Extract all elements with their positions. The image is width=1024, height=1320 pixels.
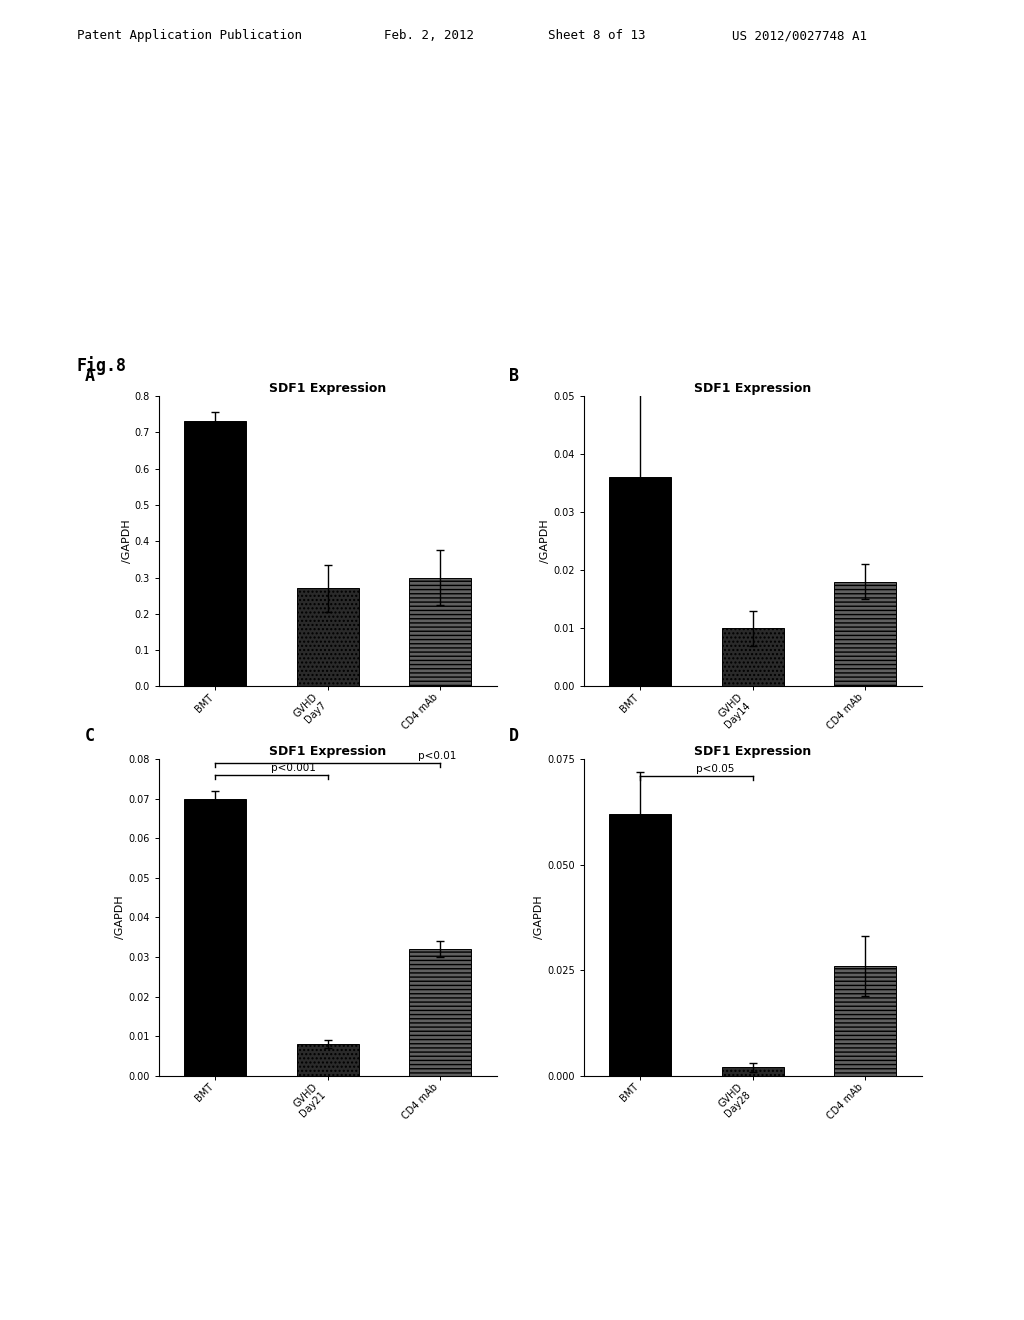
Text: C: C [84, 727, 94, 746]
Text: p<0.05: p<0.05 [696, 764, 734, 775]
Bar [184, 421, 246, 686]
Y-axis label: /GAPDH: /GAPDH [116, 895, 125, 940]
Title: SDF1 Expression: SDF1 Expression [269, 744, 386, 758]
Text: B: B [509, 367, 519, 385]
Text: Feb. 2, 2012: Feb. 2, 2012 [384, 29, 474, 42]
Text: p<0.001: p<0.001 [271, 763, 316, 774]
Y-axis label: /GAPDH: /GAPDH [541, 519, 550, 564]
Bar [835, 966, 896, 1076]
Text: D: D [509, 727, 519, 746]
Bar [297, 1044, 358, 1076]
Bar [722, 628, 783, 686]
Y-axis label: /GAPDH: /GAPDH [535, 895, 544, 940]
Text: p<0.01: p<0.01 [418, 751, 456, 762]
Title: SDF1 Expression: SDF1 Expression [694, 381, 811, 395]
Text: A: A [84, 367, 94, 385]
Y-axis label: /GAPDH: /GAPDH [122, 519, 131, 564]
Text: Fig.8: Fig.8 [77, 356, 127, 375]
Title: SDF1 Expression: SDF1 Expression [694, 744, 811, 758]
Bar [410, 949, 471, 1076]
Title: SDF1 Expression: SDF1 Expression [269, 381, 386, 395]
Bar [609, 478, 671, 686]
Bar [297, 589, 358, 686]
Text: US 2012/0027748 A1: US 2012/0027748 A1 [732, 29, 867, 42]
Text: Sheet 8 of 13: Sheet 8 of 13 [548, 29, 645, 42]
Bar [410, 578, 471, 686]
Bar [184, 799, 246, 1076]
Bar [722, 1068, 783, 1076]
Bar [609, 814, 671, 1076]
Text: Patent Application Publication: Patent Application Publication [77, 29, 302, 42]
Bar [835, 582, 896, 686]
